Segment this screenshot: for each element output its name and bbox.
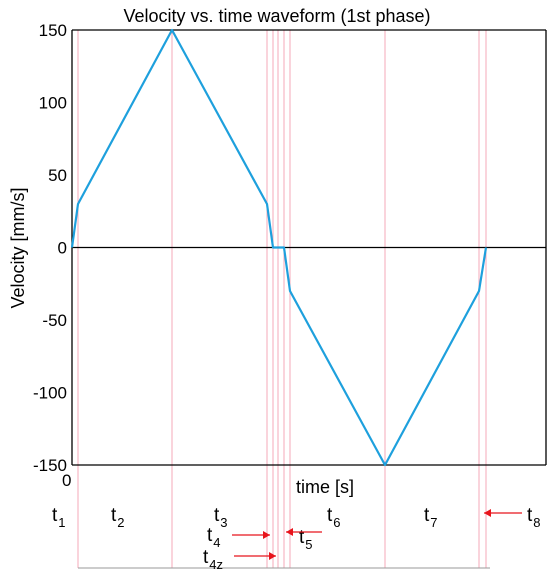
phase-label-t4: t4 (207, 525, 221, 550)
y-tick-label: -50 (42, 311, 67, 330)
phase-label-t6: t6 (327, 505, 341, 530)
phase-arrow (286, 528, 322, 536)
plot-frame (71, 29, 547, 466)
y-tick-labels: 150 100 50 0 -50 -100 -150 (33, 21, 67, 475)
x-axis-label: time [s] (296, 477, 354, 497)
phase-arrow (232, 531, 270, 539)
y-tick-label: 0 (58, 239, 67, 258)
y-tick-label: 50 (48, 166, 67, 185)
phase-label-t1: t1 (52, 505, 66, 530)
y-axis-label: Velocity [mm/s] (8, 187, 28, 308)
phase-label-t8: t8 (527, 505, 541, 530)
phase-arrow (484, 509, 522, 517)
series-group (70, 28, 488, 467)
chart-title: Velocity vs. time waveform (1st phase) (123, 6, 430, 26)
phase-label-t7: t7 (424, 505, 438, 530)
phase-marker-lines (77, 30, 490, 569)
y-tick-label: -100 (33, 384, 67, 403)
x-origin-label: 0 (62, 471, 71, 490)
phase-arrows (232, 509, 522, 560)
series-line (70, 28, 488, 467)
phase-arrow (234, 552, 276, 560)
phase-label-t3: t3 (214, 505, 228, 530)
phase-label-t5: t5 (299, 527, 313, 552)
phase-label-t2: t2 (111, 505, 125, 530)
y-tick-label: 100 (39, 94, 67, 113)
y-tick-label: -150 (33, 456, 67, 475)
y-tick-label: 150 (39, 21, 67, 40)
